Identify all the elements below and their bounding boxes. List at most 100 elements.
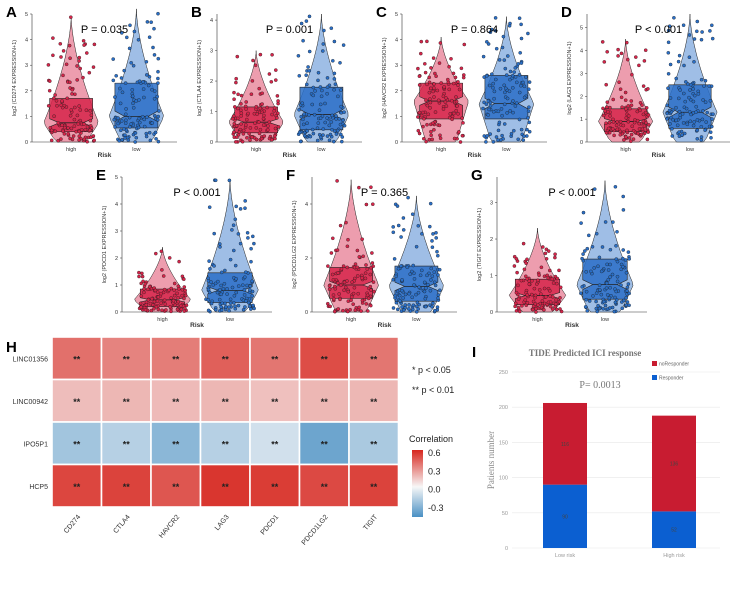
data-point	[437, 61, 442, 65]
data-point	[492, 96, 496, 101]
data-point	[518, 309, 522, 314]
data-point	[234, 290, 238, 295]
data-point	[120, 138, 124, 142]
data-point	[261, 116, 266, 121]
data-point	[357, 185, 361, 190]
data-point	[606, 277, 611, 282]
data-point	[177, 259, 181, 264]
data-point	[506, 54, 510, 58]
data-point	[677, 53, 682, 58]
data-point	[167, 288, 171, 292]
data-point	[666, 28, 671, 33]
data-point	[318, 85, 323, 89]
data-point	[497, 58, 502, 62]
sig-note: * p < 0.05	[412, 365, 451, 375]
data-point	[391, 230, 396, 235]
data-point	[579, 291, 583, 296]
data-point	[134, 135, 139, 140]
data-point	[332, 309, 337, 314]
y-tick-label: 5	[580, 26, 583, 32]
data-point	[142, 124, 147, 129]
data-point	[345, 244, 350, 249]
data-point	[116, 116, 120, 120]
data-point	[155, 118, 160, 122]
data-point	[130, 94, 135, 99]
data-point	[429, 278, 433, 282]
data-point	[219, 283, 223, 288]
cell-significance: **	[172, 482, 180, 492]
data-point	[674, 76, 678, 81]
data-point	[629, 139, 633, 144]
data-point	[269, 80, 274, 84]
cell-significance: **	[321, 354, 329, 364]
data-point	[482, 134, 487, 138]
data-point	[456, 83, 460, 87]
data-point	[351, 291, 356, 296]
y-axis-title: log2 (CD274 EXPRESSION+1)	[12, 40, 18, 116]
legend-tick-label: 0.0	[428, 485, 441, 495]
data-point	[635, 109, 640, 114]
data-point	[459, 66, 464, 71]
data-point	[247, 131, 251, 136]
data-point	[681, 121, 686, 125]
heatmap-cell	[100, 421, 152, 466]
data-point	[668, 96, 673, 100]
x-axis-title: Risk	[283, 152, 297, 159]
data-point	[526, 109, 531, 113]
data-point	[335, 179, 339, 183]
data-point	[338, 297, 342, 302]
data-point	[421, 124, 425, 129]
data-point	[246, 111, 250, 116]
data-point	[513, 104, 518, 108]
data-point	[301, 117, 305, 122]
data-point	[159, 301, 163, 305]
data-point	[66, 131, 70, 136]
data-point	[337, 117, 342, 121]
data-point	[138, 301, 143, 306]
data-point	[601, 307, 606, 311]
data-point	[427, 75, 431, 80]
data-point	[47, 88, 52, 93]
data-point	[142, 117, 146, 122]
data-point	[73, 105, 77, 110]
data-point	[223, 268, 227, 273]
data-point	[301, 122, 306, 127]
data-point	[587, 299, 592, 303]
data-point	[233, 217, 238, 222]
violin-panel-E: E 0 1 2 3 4 5 log2 (PDCD1 EXPRESSION+1) Risk high…	[96, 167, 272, 329]
data-point	[248, 126, 253, 130]
cell-significance: **	[123, 482, 131, 492]
data-point	[84, 108, 89, 112]
heatmap-cell	[298, 421, 350, 466]
data-point	[416, 290, 421, 295]
data-point	[612, 309, 617, 314]
data-point	[457, 130, 461, 134]
data-point	[122, 127, 126, 131]
data-point	[330, 113, 334, 118]
data-point	[438, 288, 442, 293]
data-point	[220, 270, 224, 275]
data-point	[316, 78, 320, 83]
data-point	[59, 137, 63, 141]
data-point	[144, 60, 149, 64]
data-point	[531, 304, 536, 309]
data-point	[176, 299, 180, 304]
data-point	[325, 91, 329, 96]
data-point	[244, 299, 248, 303]
data-point	[252, 306, 256, 311]
p-value-label: P = 0.365	[361, 187, 408, 199]
data-point	[433, 110, 438, 114]
data-point	[512, 264, 517, 268]
data-point	[151, 45, 155, 50]
data-point	[53, 129, 58, 134]
row-label: IPO5P1	[23, 441, 48, 448]
bar-responder	[652, 511, 696, 548]
data-point	[641, 112, 646, 117]
heatmap-cell	[150, 463, 202, 508]
data-point	[513, 304, 517, 309]
data-point	[306, 65, 310, 69]
data-point	[171, 298, 176, 303]
data-point	[313, 89, 317, 93]
data-point	[491, 85, 495, 90]
data-point	[710, 36, 715, 41]
